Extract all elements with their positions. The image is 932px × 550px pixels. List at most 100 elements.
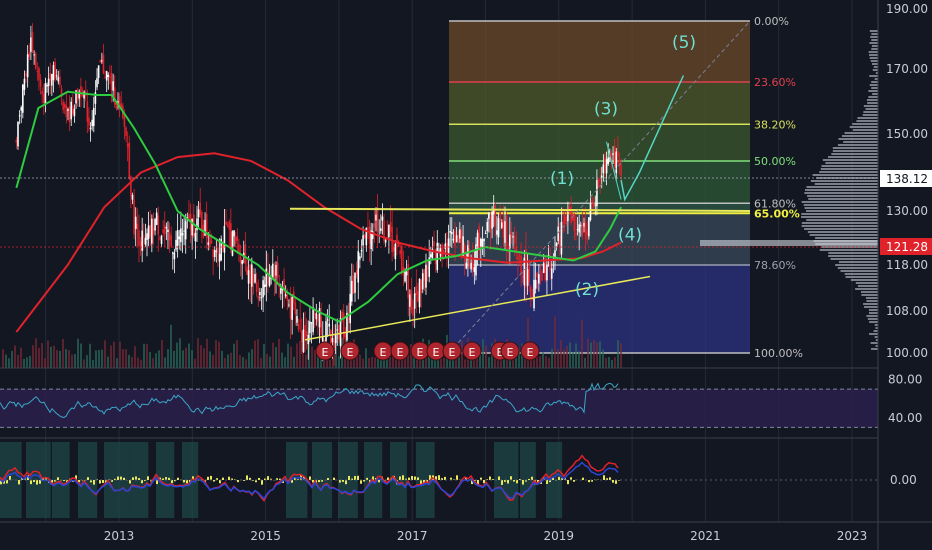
candle-body bbox=[237, 236, 239, 241]
year-tick-label: 2017 bbox=[397, 529, 428, 543]
osc2-histogram-bar bbox=[246, 475, 248, 480]
osc2-histogram-bar bbox=[399, 476, 401, 480]
price-tick-label: 118.00 bbox=[886, 258, 928, 272]
candle-body bbox=[349, 294, 351, 323]
candle-body bbox=[285, 294, 287, 296]
volume-bar bbox=[305, 355, 307, 368]
volume-bar bbox=[206, 339, 208, 368]
candle-body bbox=[615, 152, 617, 174]
volume-bar bbox=[224, 358, 226, 368]
volume-bar bbox=[590, 343, 592, 368]
candle-body bbox=[101, 60, 103, 61]
volume-profile-bar bbox=[871, 81, 878, 83]
volume-bar bbox=[620, 343, 622, 368]
candle-body bbox=[280, 288, 282, 293]
candle-body bbox=[219, 254, 221, 262]
volume-profile-bar bbox=[872, 45, 878, 47]
volume-bar bbox=[113, 342, 115, 368]
candle-body bbox=[256, 282, 258, 292]
candle-body bbox=[166, 227, 168, 228]
price-tick-label: 170.00 bbox=[886, 62, 928, 76]
osc2-histogram-bar bbox=[309, 476, 311, 480]
volume-bar bbox=[122, 349, 124, 368]
candle-body bbox=[178, 237, 180, 240]
fib-label: 23.60% bbox=[754, 76, 796, 89]
candle-body bbox=[153, 228, 155, 235]
candle-body bbox=[595, 204, 597, 205]
candle-body bbox=[172, 253, 174, 254]
volume-profile-bar bbox=[804, 204, 878, 206]
candle-body bbox=[603, 164, 605, 173]
candle-body bbox=[249, 265, 251, 284]
candle-body bbox=[45, 83, 47, 104]
earnings-marker-label: E bbox=[449, 346, 456, 359]
osc2-histogram-bar bbox=[57, 477, 59, 480]
candle-body bbox=[449, 231, 451, 233]
candle-body bbox=[133, 199, 135, 234]
earnings-marker-label: E bbox=[417, 346, 424, 359]
volume-profile-bar bbox=[870, 84, 878, 86]
candle-body bbox=[416, 286, 418, 295]
volume-profile-bar bbox=[831, 153, 878, 155]
volume-bar bbox=[548, 358, 550, 368]
volume-profile-bar bbox=[874, 330, 878, 332]
candle-body bbox=[512, 236, 514, 237]
candle-body bbox=[554, 250, 556, 257]
candle-body bbox=[170, 235, 172, 246]
volume-profile-bar bbox=[871, 342, 878, 344]
candle-body bbox=[446, 243, 448, 252]
candle-body bbox=[162, 229, 164, 233]
ma-price-label: 121.28 bbox=[886, 240, 928, 254]
candle-body bbox=[156, 213, 158, 225]
candle-body bbox=[277, 262, 279, 277]
candle-body bbox=[20, 107, 22, 110]
osc2-histogram-bar bbox=[6, 480, 8, 483]
volume-profile-bar bbox=[853, 129, 878, 131]
candle-body bbox=[199, 203, 201, 215]
volume-profile-bar bbox=[870, 36, 878, 38]
volume-bar bbox=[239, 355, 241, 368]
candle-body bbox=[87, 101, 89, 121]
candle-body bbox=[549, 262, 551, 271]
candle-body bbox=[514, 236, 516, 244]
candle-body bbox=[35, 54, 37, 69]
volume-bar bbox=[92, 360, 94, 368]
candle-body bbox=[241, 260, 243, 264]
volume-profile-bar bbox=[801, 213, 878, 215]
candle-body bbox=[164, 225, 166, 234]
volume-bar bbox=[218, 342, 220, 368]
volume-profile-bar bbox=[700, 240, 878, 246]
volume-bar bbox=[173, 351, 175, 368]
volume-bar bbox=[119, 342, 121, 368]
candle-body bbox=[338, 325, 340, 340]
volume-profile-bar bbox=[861, 294, 878, 296]
osc2-histogram-bar bbox=[492, 479, 494, 480]
fib-label: 65.00% bbox=[754, 207, 800, 220]
volume-bar bbox=[20, 348, 22, 368]
volume-bar bbox=[164, 357, 166, 368]
volume-bar bbox=[83, 359, 85, 368]
price-tick-label: 190.00 bbox=[886, 2, 928, 16]
volume-bar bbox=[182, 350, 184, 368]
candle-body bbox=[183, 231, 185, 232]
volume-profile-bar bbox=[867, 99, 878, 101]
volume-profile-bar bbox=[869, 42, 878, 44]
candle-body bbox=[336, 330, 338, 331]
osc2-histogram-bar bbox=[213, 480, 215, 481]
last-price-label: 138.12 bbox=[886, 172, 928, 186]
candle-body bbox=[51, 74, 53, 86]
candle-body bbox=[245, 245, 247, 264]
volume-bar bbox=[617, 340, 619, 368]
fib-label: 0.00% bbox=[754, 15, 789, 28]
fib-label: 38.20% bbox=[754, 118, 796, 131]
volume-bar bbox=[50, 347, 52, 368]
candle-body bbox=[517, 257, 519, 260]
candle-body bbox=[88, 118, 90, 126]
candle-body bbox=[345, 333, 347, 337]
volume-profile-bar bbox=[869, 54, 878, 56]
candle-body bbox=[404, 272, 406, 282]
candle-body bbox=[369, 227, 371, 244]
candle-body bbox=[588, 217, 590, 236]
volume-bar bbox=[5, 355, 7, 368]
osc2-histogram-bar bbox=[417, 477, 419, 480]
